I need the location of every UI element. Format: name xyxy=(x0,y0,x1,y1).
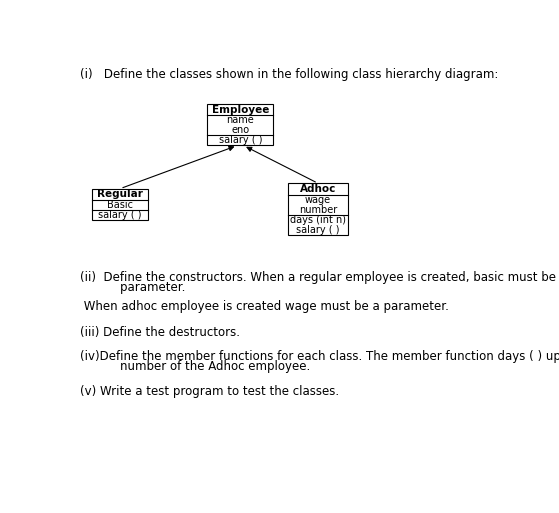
Text: days (int n): days (int n) xyxy=(290,215,346,225)
Text: salary ( ): salary ( ) xyxy=(219,135,262,146)
Text: When adhoc employee is created wage must be a parameter.: When adhoc employee is created wage must… xyxy=(80,300,449,313)
Text: name: name xyxy=(226,115,254,126)
Text: (iii) Define the destructors.: (iii) Define the destructors. xyxy=(80,326,240,340)
Text: Basic: Basic xyxy=(107,200,133,210)
Text: Employee: Employee xyxy=(212,105,269,115)
Bar xyxy=(288,183,348,235)
Text: Adhoc: Adhoc xyxy=(300,184,336,194)
Text: salary ( ): salary ( ) xyxy=(98,210,142,220)
Text: Regular: Regular xyxy=(97,189,143,200)
Text: parameter.: parameter. xyxy=(90,281,186,294)
Text: (ii)  Define the constructors. When a regular employee is created, basic must be: (ii) Define the constructors. When a reg… xyxy=(80,271,559,284)
Text: number: number xyxy=(299,205,337,215)
Bar xyxy=(92,189,148,220)
Text: (v) Write a test program to test the classes.: (v) Write a test program to test the cla… xyxy=(80,385,339,398)
Text: (iv)Define the member functions for each class. The member function days ( ) upd: (iv)Define the member functions for each… xyxy=(80,349,559,363)
Bar xyxy=(207,104,273,146)
Text: salary ( ): salary ( ) xyxy=(296,225,340,235)
Text: wage: wage xyxy=(305,195,331,205)
Text: number of the Adhoc employee.: number of the Adhoc employee. xyxy=(90,360,310,372)
Text: (i)   Define the classes shown in the following class hierarchy diagram:: (i) Define the classes shown in the foll… xyxy=(80,68,498,81)
Text: eno: eno xyxy=(231,126,249,135)
